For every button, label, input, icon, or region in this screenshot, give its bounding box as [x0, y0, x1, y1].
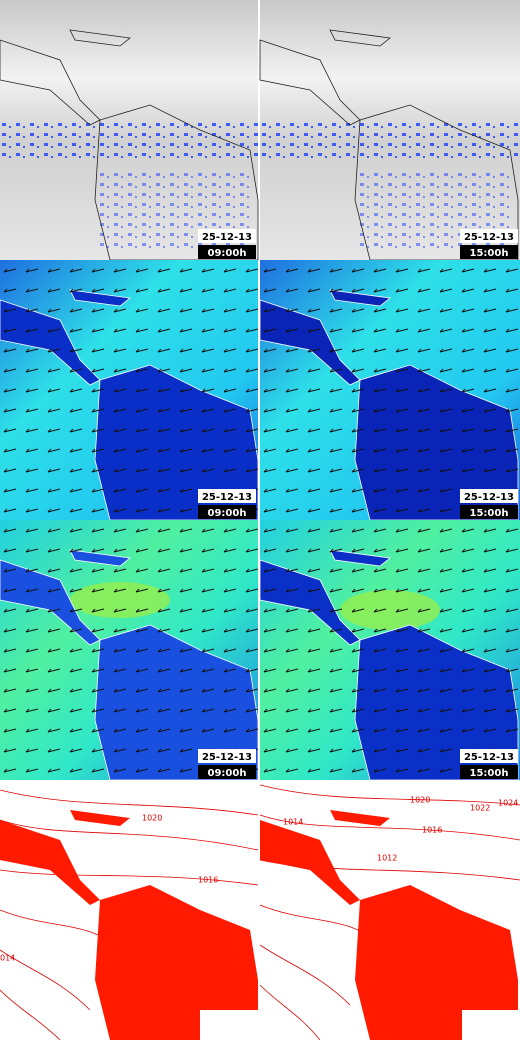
date-stamp: 25-12-13 — [464, 232, 514, 243]
time-box — [460, 505, 518, 519]
date-stamp: 25-12-13 — [202, 752, 252, 763]
isobar-label: 1022 — [470, 804, 490, 813]
time-box — [198, 765, 256, 779]
pressure-panel — [259, 780, 520, 1040]
wind-panel — [259, 260, 520, 521]
time-box — [460, 765, 518, 779]
isobar-label: 1020 — [142, 814, 162, 823]
date-stamp: 25-12-13 — [464, 752, 514, 763]
time-box — [198, 245, 256, 259]
isobar-label: 1016 — [198, 876, 218, 885]
time-stamp: 09:00h — [208, 248, 247, 259]
wind-panel — [0, 520, 259, 781]
time-box — [198, 505, 256, 519]
satellite-panel — [0, 0, 259, 261]
isobar-label: 1024 — [498, 799, 518, 808]
time-stamp: 15:00h — [470, 508, 509, 519]
date-box — [460, 489, 518, 503]
date-box — [198, 229, 256, 243]
date-box — [460, 749, 518, 763]
satellite-panel — [259, 0, 520, 261]
date-stamp: 25-12-13 — [202, 232, 252, 243]
wind-panel — [259, 520, 520, 781]
time-stamp: 15:00h — [470, 768, 509, 779]
wind-panel — [0, 260, 259, 521]
time-stamp: 09:00h — [208, 768, 247, 779]
isobar-label: 1016 — [422, 826, 442, 835]
date-box — [198, 749, 256, 763]
date-stamp: 25-12-13 — [202, 492, 252, 503]
isobar-label: 1014 — [283, 818, 303, 827]
date-stamp: 25-12-13 — [464, 492, 514, 503]
isobar-label: 014 — [0, 954, 15, 963]
time-stamp: 15:00h — [470, 248, 509, 259]
isobar-label: 1020 — [410, 796, 430, 805]
date-box — [198, 489, 256, 503]
time-stamp: 09:00h — [208, 508, 247, 519]
time-box — [460, 245, 518, 259]
pressure-panel — [0, 780, 259, 1040]
date-box — [460, 229, 518, 243]
isobar-label: 1012 — [377, 854, 397, 863]
